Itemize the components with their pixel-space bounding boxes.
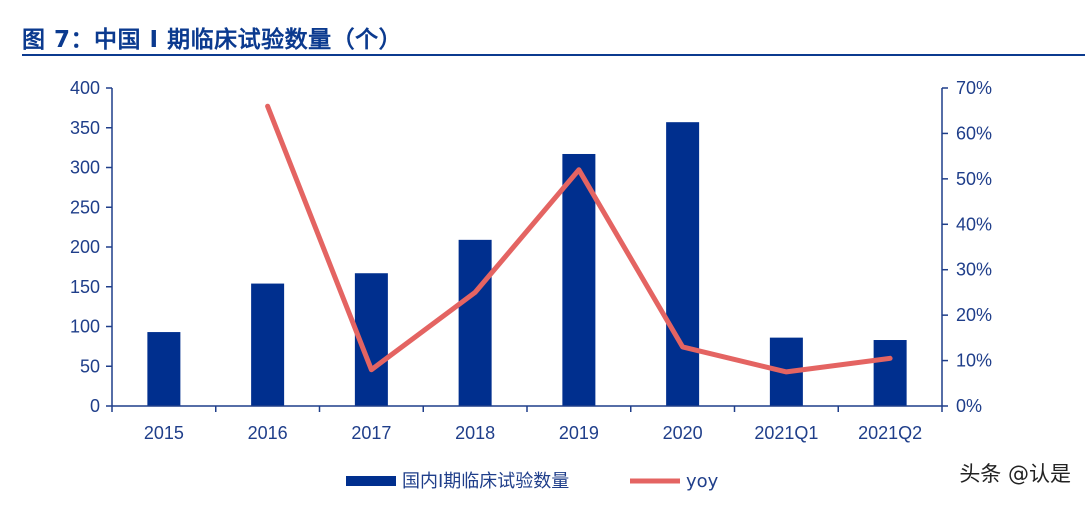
bar-2019 [562,153,596,406]
right-tick-label: 70% [956,78,992,98]
right-tick-label: 50% [956,169,992,189]
right-tick-label: 10% [956,351,992,371]
bar-2016 [251,283,285,406]
bar-2021Q2 [873,340,907,406]
left-tick-label: 400 [70,78,100,98]
bar-2020 [666,122,700,406]
x-tick-label: 2017 [351,423,391,443]
left-tick-label: 50 [80,356,100,376]
left-tick-label: 300 [70,158,100,178]
bar-2015 [147,332,181,406]
legend-swatch-bars [346,476,396,486]
left-tick-label: 0 [90,396,100,416]
legend-label-bars: 国内I期临床试验数量 [402,471,569,492]
right-tick-label: 0% [956,396,982,416]
watermark: 头条 @认是 [959,462,1071,486]
x-tick-label: 2021Q2 [858,423,922,443]
left-tick-label: 150 [70,277,100,297]
yoy-line [265,103,893,375]
left-tick-label: 100 [70,317,100,337]
title-underline [22,54,1085,56]
x-tick-label: 2021Q1 [754,423,818,443]
right-tick-label: 20% [956,305,992,325]
legend-label-line: yoy [686,471,719,492]
x-tick-label: 2015 [144,423,184,443]
x-tick-label: 2016 [248,423,288,443]
chart-title: 图 7：中国 I 期临床试验数量（个） [22,27,403,53]
right-tick-label: 60% [956,123,992,143]
left-tick-label: 200 [70,237,100,257]
x-tick-label: 2020 [663,423,703,443]
x-tick-label: 2019 [559,423,599,443]
left-tick-label: 350 [70,118,100,138]
left-tick-label: 250 [70,197,100,217]
right-tick-label: 40% [956,214,992,234]
x-tick-label: 2018 [455,423,495,443]
right-tick-label: 30% [956,260,992,280]
bar-2018 [458,239,492,406]
